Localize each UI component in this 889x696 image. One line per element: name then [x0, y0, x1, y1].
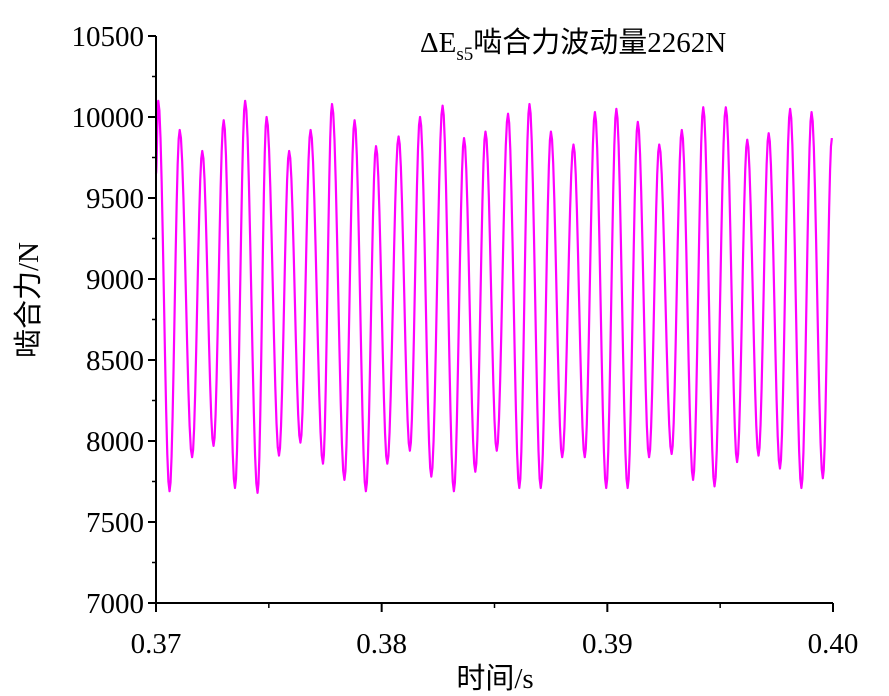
x-tick-label: 0.38: [356, 628, 407, 660]
y-axis-title: 啮合力/N: [12, 242, 45, 358]
y-tick-label: 7500: [86, 507, 144, 539]
y-tick-label: 9000: [86, 264, 144, 296]
annotation-text: 啮合力波动量2262N: [473, 26, 726, 59]
y-tick-label: 7000: [86, 588, 144, 620]
series-line: [154, 99, 833, 494]
y-tick-label: 8000: [86, 426, 144, 458]
x-tick-label: 0.40: [808, 628, 859, 660]
x-axis-title: 时间/s: [456, 662, 533, 695]
series-layer: [154, 99, 833, 494]
x-tick-label: 0.39: [582, 628, 633, 660]
annotation-subscript: s5: [456, 44, 473, 65]
ticks-layer: 7000 7500 8000 8500 9000 9500 10000 10500 0.37 0.…: [72, 21, 859, 660]
annotation-delta: ΔE: [420, 27, 456, 59]
y-tick-label: 8500: [86, 345, 144, 377]
y-tick-label: 9500: [86, 183, 144, 215]
y-tick-label: 10500: [72, 21, 145, 53]
annotation: ΔEs5啮合力波动量2262N: [420, 26, 726, 65]
x-tick-label: 0.37: [131, 628, 182, 660]
y-tick-label: 10000: [72, 102, 145, 134]
